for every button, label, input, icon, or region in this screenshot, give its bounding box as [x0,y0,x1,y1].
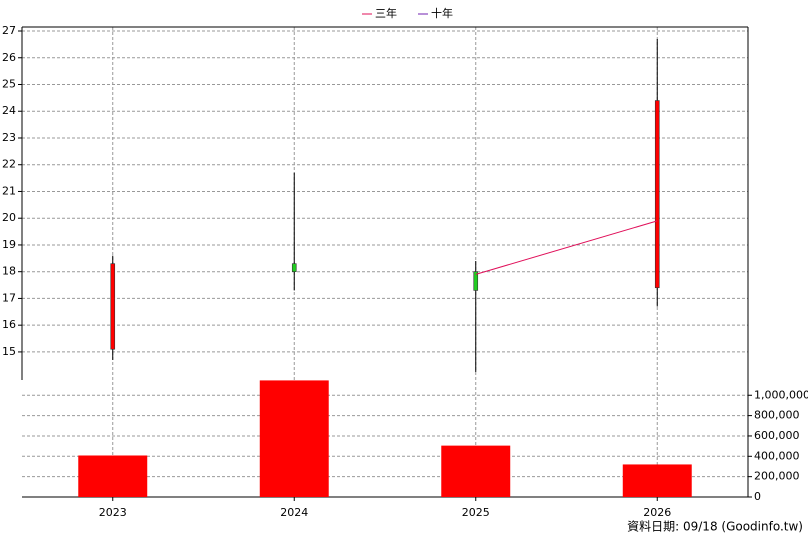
footer: 資料日期: 09/18 (Goodinfo.tw) [627,520,803,534]
y-tick-label: 24 [2,104,16,117]
y-tick-label: 21 [2,184,16,197]
y-tick-label: 25 [2,77,16,90]
y2-tick-label: 600,000 [754,429,800,442]
y2-tick-label: 200,000 [754,470,800,483]
y2-tick-label: 400,000 [754,449,800,462]
legend-label: 十年 [431,6,453,20]
y2-tick-label: 800,000 [754,409,800,422]
y-tick-label: 16 [2,318,16,331]
x-tick-label: 2024 [280,506,308,519]
x-tick-label: 2023 [99,506,127,519]
y-tick-label: 26 [2,51,16,64]
volume-bar [78,455,148,497]
y2-tick-label: 0 [754,490,761,503]
volume-bar [622,464,692,497]
candle-body [291,263,297,272]
y-tick-label: 17 [2,291,16,304]
y-tick-label: 15 [2,345,16,358]
y2-tick-label: 1,000,000 [754,388,808,401]
y-tick-label: 20 [2,211,16,224]
candle-body [654,100,660,289]
candle-body [110,263,116,350]
volume-bar [259,380,329,497]
y-tick-label: 19 [2,238,16,251]
candle-body [473,271,479,291]
x-tick-label: 2026 [643,506,671,519]
y-tick-label: 27 [2,24,16,37]
y-tick-label: 18 [2,265,16,278]
volume-bar [441,445,511,497]
x-tick-label: 2025 [462,506,490,519]
y-tick-label: 22 [2,158,16,171]
y-tick-label: 23 [2,131,16,144]
plot-bg [22,27,748,497]
legend-label: 三年 [375,6,397,20]
avg-line [475,220,658,275]
